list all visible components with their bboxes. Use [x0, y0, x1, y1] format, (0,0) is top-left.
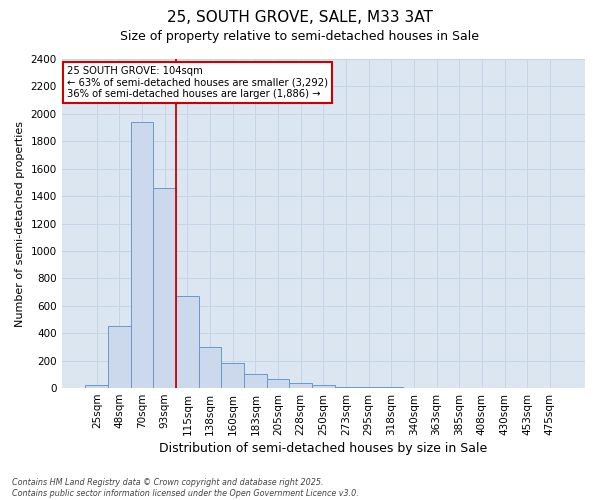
Text: 25 SOUTH GROVE: 104sqm
← 63% of semi-detached houses are smaller (3,292)
36% of : 25 SOUTH GROVE: 104sqm ← 63% of semi-det…	[67, 66, 328, 99]
Bar	[199, 347, 221, 388]
Text: 25, SOUTH GROVE, SALE, M33 3AT: 25, SOUTH GROVE, SALE, M33 3AT	[167, 10, 433, 25]
Y-axis label: Number of semi-detached properties: Number of semi-detached properties	[15, 120, 25, 326]
Text: Size of property relative to semi-detached houses in Sale: Size of property relative to semi-detach…	[121, 30, 479, 43]
Bar	[244, 374, 266, 388]
Bar	[221, 362, 244, 388]
Bar	[85, 386, 108, 388]
Bar	[266, 379, 289, 388]
Bar	[131, 122, 154, 388]
Bar	[289, 382, 312, 388]
Bar	[154, 188, 176, 388]
Bar	[176, 296, 199, 388]
Text: Contains HM Land Registry data © Crown copyright and database right 2025.
Contai: Contains HM Land Registry data © Crown c…	[12, 478, 359, 498]
Bar	[108, 326, 131, 388]
Bar	[312, 384, 335, 388]
X-axis label: Distribution of semi-detached houses by size in Sale: Distribution of semi-detached houses by …	[159, 442, 487, 455]
